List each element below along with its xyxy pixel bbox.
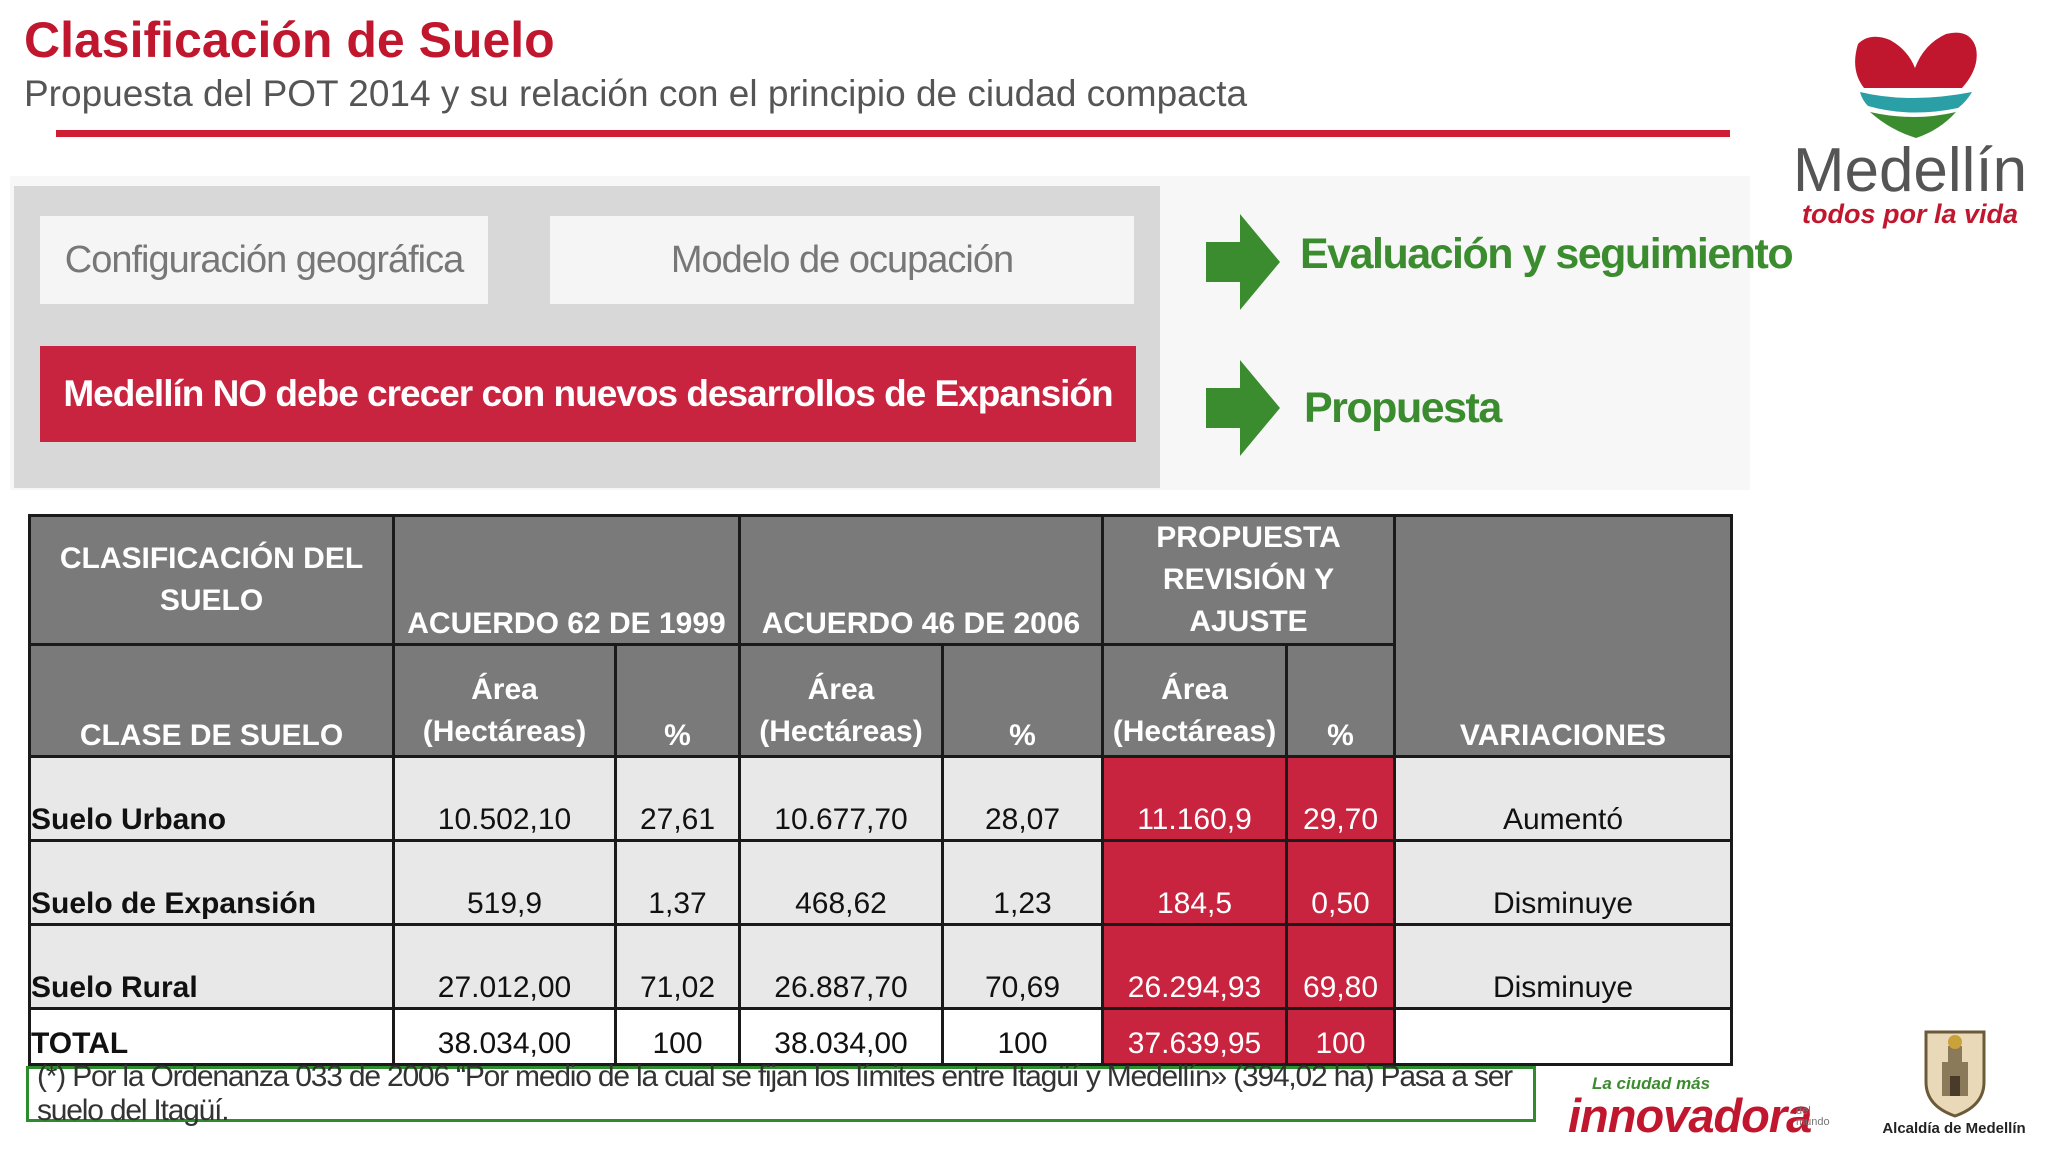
header-propuesta: PROPUESTA REVISIÓN Y AJUSTE (1101, 514, 1396, 646)
green-arrow-icon (1206, 360, 1280, 456)
cell-area-1999: 10.502,10 (392, 755, 617, 842)
header-area-propuesta: Área (Hectáreas) (1101, 643, 1288, 758)
cell-total-pct-1999: 100 (614, 1007, 741, 1066)
page-subtitle: Propuesta del POT 2014 y su relación con… (24, 73, 1248, 114)
cell-total-pct-2006: 100 (941, 1007, 1104, 1066)
header-area-1999: Área (Hectáreas) (392, 643, 617, 758)
page-title: Clasificación de Suelo (24, 12, 555, 68)
cell-pct-1999: 1,37 (614, 839, 741, 926)
cell-pct-propuesta: 0,50 (1285, 839, 1396, 926)
innov-big-text: innovadora (1568, 1089, 1812, 1142)
cell-pct-1999: 71,02 (614, 923, 741, 1010)
cell-area-propuesta: 11.160,9 (1101, 755, 1288, 842)
alcaldia-logo: Alcaldía de Medellín (1868, 1026, 2040, 1138)
medellin-logo: Medellín todos por la vida (1790, 30, 2030, 240)
cell-area-1999: 519,9 (392, 839, 617, 926)
cell-total-variacion (1393, 1007, 1733, 1066)
header-acuerdo-1999: ACUERDO 62 DE 1999 (392, 514, 741, 646)
cell-pct-1999: 27,61 (614, 755, 741, 842)
title-divider (56, 130, 1730, 137)
alcaldia-text: Alcaldía de Medellín (1882, 1120, 2026, 1137)
cell-pct-2006: 70,69 (941, 923, 1104, 1010)
cell-total-label: TOTAL (28, 1007, 395, 1066)
cell-clase: Suelo Rural (28, 923, 395, 1010)
innov-del-mundo: del mundo (1796, 1106, 1830, 1128)
cell-total-area-1999: 38.034,00 (392, 1007, 617, 1066)
cell-pct-propuesta: 69,80 (1285, 923, 1396, 1010)
innov-mundo: mundo (1796, 1116, 1830, 1128)
innov-small-text: La ciudad más (1592, 1074, 1711, 1093)
footnote: (*) Por la Ordenanza 033 de 2006 “Por me… (26, 1060, 1536, 1127)
soil-classification-table: CLASIFICACIÓN DEL SUELO ACUERDO 62 DE 19… (28, 514, 1733, 1066)
table-total-row: TOTAL 38.034,00 100 38.034,00 100 37.639… (28, 1007, 1733, 1066)
logo-wordmark: Medellín (1792, 136, 2028, 205)
logo-tagline: todos por la vida (1801, 199, 2019, 229)
header-variaciones: VARIACIONES (1393, 514, 1733, 758)
table-row: Suelo de Expansión 519,9 1,37 468,62 1,2… (28, 839, 1733, 926)
label-propuesta: Propuesta (1304, 384, 1502, 432)
cell-area-2006: 468,62 (738, 839, 944, 926)
header-pct-2006: % (941, 643, 1104, 758)
cell-pct-propuesta: 29,70 (1285, 755, 1396, 842)
cell-variacion: Disminuye (1393, 923, 1733, 1010)
cell-total-area-propuesta: 37.639,95 (1101, 1007, 1288, 1066)
cell-total-area-2006: 38.034,00 (738, 1007, 944, 1066)
header-pct-propuesta: % (1285, 643, 1396, 758)
cell-area-2006: 26.887,70 (738, 923, 944, 1010)
cell-total-pct-propuesta: 100 (1285, 1007, 1396, 1066)
box-configuracion: Configuración geográfica (40, 216, 488, 304)
header-acuerdo-2006: ACUERDO 46 DE 2006 (738, 514, 1104, 646)
cell-area-propuesta: 26.294,93 (1101, 923, 1288, 1010)
coat-of-arms-icon (1924, 1030, 1986, 1118)
box-modelo: Modelo de ocupación (550, 216, 1134, 304)
cell-variacion: Disminuye (1393, 839, 1733, 926)
cell-area-2006: 10.677,70 (738, 755, 944, 842)
label-evaluacion: Evaluación y seguimiento (1300, 230, 1794, 278)
cell-area-propuesta: 184,5 (1101, 839, 1288, 926)
cell-clase: Suelo de Expansión (28, 839, 395, 926)
cell-pct-2006: 28,07 (941, 755, 1104, 842)
header-area-2006: Área (Hectáreas) (738, 643, 944, 758)
innov-del: del (1796, 1105, 1811, 1117)
heart-logo-icon (1855, 32, 1977, 138)
cell-pct-2006: 1,23 (941, 839, 1104, 926)
header-pct-1999: % (614, 643, 741, 758)
innovadora-logo: La ciudad más innovadora del mundo (1568, 1074, 1858, 1142)
header-clase: CLASE DE SUELO (28, 643, 395, 758)
cell-variacion: Aumentó (1393, 755, 1733, 842)
table-row: Suelo Rural 27.012,00 71,02 26.887,70 70… (28, 923, 1733, 1010)
expansion-banner: Medellín NO debe crecer con nuevos desar… (40, 346, 1136, 442)
header-clasificacion: CLASIFICACIÓN DEL SUELO (28, 514, 395, 646)
green-arrow-icon (1206, 214, 1280, 310)
table-row: Suelo Urbano 10.502,10 27,61 10.677,70 2… (28, 755, 1733, 842)
cell-area-1999: 27.012,00 (392, 923, 617, 1010)
cell-clase: Suelo Urbano (28, 755, 395, 842)
